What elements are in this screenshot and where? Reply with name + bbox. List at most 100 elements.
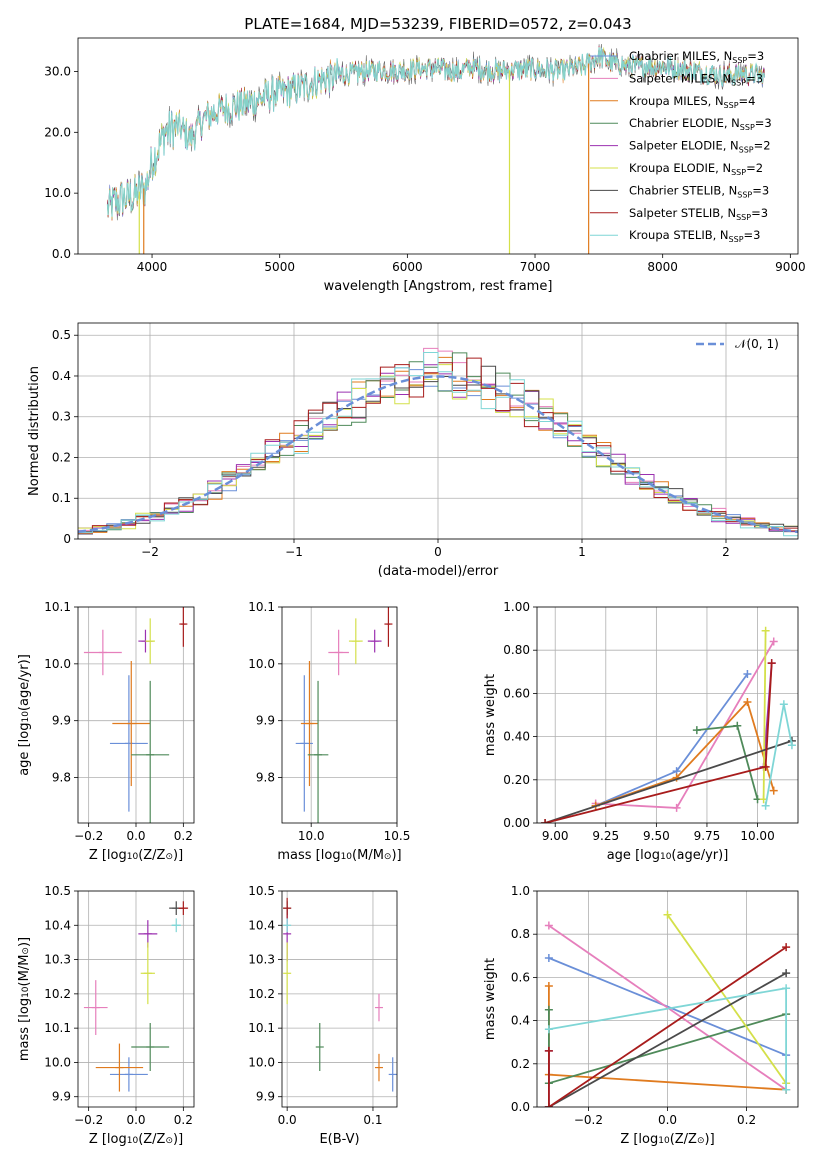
- series-marker: [761, 801, 770, 810]
- axes-frame: [281, 606, 398, 824]
- series-marker: [761, 626, 770, 635]
- data-point: [283, 897, 292, 919]
- series-marker: [544, 1103, 553, 1107]
- data-point: [300, 661, 319, 787]
- series-marker: [544, 1005, 553, 1014]
- series-line: [544, 740, 793, 823]
- plot-area: [295, 607, 393, 823]
- y-tick-label: 0.2: [511, 1057, 530, 1071]
- x-axis-label: Z [log10(Z/Z⊙)]: [89, 1132, 183, 1147]
- y-tick-label: 1.00: [503, 600, 530, 614]
- gridlines: [282, 606, 398, 823]
- y-tick-label: 0.4: [52, 369, 71, 383]
- plot-area: [78, 347, 798, 537]
- axes-frame: [77, 606, 195, 824]
- x-tick-label: 5000: [264, 260, 295, 274]
- data-point: [283, 918, 292, 933]
- data-point: [109, 675, 148, 812]
- y-tick-label: 10.1: [248, 1021, 275, 1035]
- legend-label: Kroupa MILES, NSSP=4: [629, 94, 755, 110]
- series-marker: [544, 953, 553, 962]
- x-tick-label: 0.2: [174, 1113, 193, 1127]
- y-tick-label: 10.5: [44, 884, 71, 898]
- x-tick-label: −0.2: [74, 1113, 103, 1127]
- legend-label: Salpeter ELODIE, NSSP=2: [629, 139, 771, 155]
- series-marker: [767, 659, 776, 668]
- data-point: [145, 618, 155, 664]
- series-marker: [544, 982, 553, 991]
- y-axis-label: Normed distribution: [27, 366, 42, 496]
- y-tick-label: 0.0: [52, 247, 71, 261]
- ticks: 9.00 9.25 9.50 9.75 10.00 0.00 0.20 0.40 0.60 0.8…: [503, 600, 774, 843]
- axes-frame: [536, 890, 799, 1108]
- y-tick-label: 0.6: [511, 970, 530, 984]
- plot-area: [83, 901, 189, 1092]
- x-tick-label: 7000: [520, 260, 551, 274]
- series-marker: [663, 910, 672, 919]
- y-tick-label: 0.80: [503, 643, 530, 657]
- y-tick-label: 0.20: [503, 773, 530, 787]
- axes-frame: [77, 890, 195, 1108]
- x-tick-label: 9.25: [592, 829, 619, 843]
- series-line: [762, 630, 767, 800]
- data-point: [367, 629, 382, 653]
- chart-spectrum: 4000 5000 6000 7000 8000 9000 0.0 10.0 20.0 30.0 w…: [44, 37, 806, 294]
- ticks: −0.2 0.0 0.2 9.9 10.0 10.1 10.2 10.3 10.4 10.5: [44, 884, 193, 1127]
- data-point: [83, 629, 122, 676]
- figure-title: PLATE=1684, MJD=53239, FIBERID=0572, z=0…: [244, 15, 631, 33]
- data-point: [283, 942, 292, 1005]
- x-tick-label: 9000: [775, 260, 806, 274]
- histogram-step: [78, 357, 798, 534]
- data-point: [374, 1053, 383, 1082]
- series-line: [595, 700, 775, 807]
- charts: 4000 5000 6000 7000 8000 90000.010.020.030.0w…: [17, 37, 806, 1147]
- y-tick-label: 9.9: [52, 1090, 71, 1104]
- x-axis-label: age [log10(age/yr)]: [607, 848, 729, 863]
- y-tick-label: 9.8: [52, 771, 71, 785]
- data-point: [315, 1023, 324, 1071]
- series-line: [548, 924, 787, 1091]
- y-tick-label: 10.1: [44, 1021, 71, 1035]
- data-point: [170, 567, 178, 590]
- series-marker: [761, 762, 770, 771]
- x-tick-label: 0.0: [278, 1113, 297, 1127]
- x-tick-label: 1: [578, 545, 586, 559]
- x-tick-label: −1: [285, 545, 303, 559]
- series-marker: [692, 726, 701, 735]
- axes-frame: [77, 37, 799, 255]
- ticks: 4000 5000 6000 7000 8000 9000 0.0 10.0 20.0 30.0: [44, 64, 805, 274]
- x-tick-label: −2: [141, 545, 159, 559]
- gridlines: [78, 606, 194, 823]
- legend-label: Chabrier MILES, NSSP=3: [629, 49, 764, 65]
- y-axis-label: mass weight: [483, 674, 498, 756]
- data-point: [384, 607, 393, 647]
- y-tick-label: 10.2: [44, 987, 71, 1001]
- x-tick-label: 0.2: [174, 829, 193, 843]
- plot-area: [106, 43, 766, 254]
- x-tick-label: 8000: [647, 260, 678, 274]
- data-point: [172, 562, 181, 596]
- series-line: [595, 641, 775, 809]
- ticks: −0.2 0.0 0.2 0.0 0.2 0.4 0.6 0.8 1.0: [511, 884, 756, 1127]
- plot-area: [83, 562, 188, 823]
- chart-mass-vs-EBV: 0.0 0.1 9.9 10.0 10.1 10.2 10.3 10.4 10.5 E(B-V): [248, 884, 398, 1147]
- x-tick-label: −0.2: [574, 1113, 603, 1127]
- y-tick-label: 0.60: [503, 686, 530, 700]
- data-point: [131, 1023, 170, 1071]
- x-axis-label: Z [log10(Z/Z⊙)]: [89, 848, 183, 863]
- x-tick-label: 0.1: [363, 1113, 382, 1127]
- y-tick-label: 9.9: [256, 1090, 275, 1104]
- x-tick-label: 0: [434, 545, 442, 559]
- series-marker: [743, 669, 752, 678]
- x-tick-label: −0.2: [74, 829, 103, 843]
- data-point: [112, 661, 151, 787]
- series-marker: [787, 741, 796, 750]
- x-tick-label: 2: [722, 545, 730, 559]
- y-axis-label: age [log10(age/yr)]: [17, 654, 32, 776]
- y-tick-label: 0.8: [511, 927, 530, 941]
- y-tick-label: 0.00: [503, 816, 530, 830]
- data-point: [109, 1057, 148, 1092]
- series-line: [764, 704, 793, 806]
- legend-label: Chabrier ELODIE, NSSP=3: [629, 116, 772, 132]
